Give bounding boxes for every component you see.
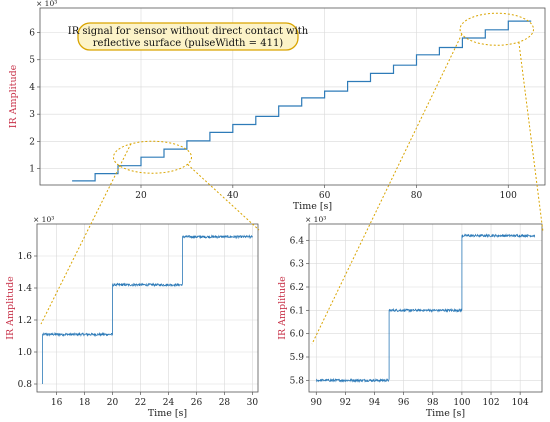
annotation-line-1: IR signal for sensor without direct cont… xyxy=(68,26,309,37)
y-tick-label: 1.6 xyxy=(18,252,33,262)
x-tick-label: 60 xyxy=(319,191,331,201)
y-tick-label: 5.9 xyxy=(290,353,305,363)
y-tick-label: 6.4 xyxy=(290,236,305,246)
x-axis-label: Time [s] xyxy=(426,408,465,419)
y-tick-label: 5 xyxy=(29,56,35,66)
x-tick-label: 20 xyxy=(135,191,147,201)
zoom-connector-line xyxy=(311,33,463,345)
x-tick-label: 94 xyxy=(369,398,381,408)
series-line xyxy=(72,20,532,182)
y-tick-label: 1.2 xyxy=(18,316,32,326)
y-exponent-label: × 10³ xyxy=(305,215,326,224)
chart-inset-right: 90 92 94 96 98 100 102 104 5.8 5.9 6.0 6.1 6.2 6.3 6.4… xyxy=(277,215,543,419)
x-tick-label: 90 xyxy=(311,398,323,408)
x-tick-label: 18 xyxy=(79,398,91,408)
x-tick-label: 26 xyxy=(191,398,203,408)
x-tick-label: 80 xyxy=(411,191,423,201)
x-tick-label: 104 xyxy=(512,398,529,408)
x-tick-label: 100 xyxy=(500,191,517,201)
x-axis-label: Time [s] xyxy=(293,201,332,212)
zoom-ellipse-right xyxy=(459,12,535,46)
x-tick-label: 16 xyxy=(51,398,63,408)
series-line xyxy=(315,233,536,383)
zoom-ellipse-left xyxy=(112,140,193,174)
zoom-connector-line xyxy=(40,143,132,325)
y-tick-label: 6.2 xyxy=(290,283,304,293)
y-tick-label: 6.0 xyxy=(290,330,305,340)
y-tick-label: 5.8 xyxy=(290,376,305,386)
y-tick-label: 6.3 xyxy=(290,260,305,270)
y-tick-label: 1.0 xyxy=(18,348,33,358)
x-tick-label: 98 xyxy=(427,398,439,408)
x-tick-label: 102 xyxy=(482,398,499,408)
y-tick-label: 2 xyxy=(29,137,35,147)
y-axis-label: IR Amplitude xyxy=(277,276,288,340)
plot-frame xyxy=(39,7,546,186)
y-tick-label: 6 xyxy=(29,29,35,39)
annotation-box: IR signal for sensor without direct cont… xyxy=(68,22,309,51)
plot-frame xyxy=(308,223,543,393)
x-tick-label: 24 xyxy=(163,398,175,408)
y-tick-label: 0.8 xyxy=(18,380,33,390)
annotation-line-2: reflective surface (pulseWidth = 411) xyxy=(93,38,284,49)
x-tick-label: 20 xyxy=(107,398,119,408)
x-tick-label: 96 xyxy=(398,398,410,408)
x-tick-label: 40 xyxy=(227,191,239,201)
x-axis-label: Time [s] xyxy=(148,408,187,419)
zoom-connector-line xyxy=(518,41,544,233)
series-line xyxy=(42,234,253,384)
y-tick-label: 6.1 xyxy=(290,306,304,316)
chart-inset-left: 16 18 20 22 24 26 28 30 0.8 1.0 1.2 1.4 1.6 Time [s] I… xyxy=(5,215,258,419)
y-tick-label: 4 xyxy=(29,83,35,93)
x-tick-label: 30 xyxy=(247,398,259,408)
plot-frame xyxy=(36,223,259,393)
y-exponent-label: × 10³ xyxy=(33,215,54,224)
y-tick-label: 1 xyxy=(29,165,35,175)
annotation-background xyxy=(77,22,299,51)
y-axis-label: IR Amplitude xyxy=(5,276,16,340)
x-tick-label: 100 xyxy=(453,398,470,408)
y-exponent-label: × 10³ xyxy=(36,0,57,8)
y-tick-label: 3 xyxy=(29,110,35,120)
y-axis-label: IR Amplitude xyxy=(8,64,19,128)
y-tick-label: 1.4 xyxy=(18,284,33,294)
zoom-connector-line xyxy=(187,164,260,231)
x-tick-label: 22 xyxy=(135,398,146,408)
x-tick-label: 28 xyxy=(219,398,231,408)
x-tick-label: 92 xyxy=(340,398,351,408)
zoom-overlays: IR signal for sensor without direct cont… xyxy=(40,12,544,345)
